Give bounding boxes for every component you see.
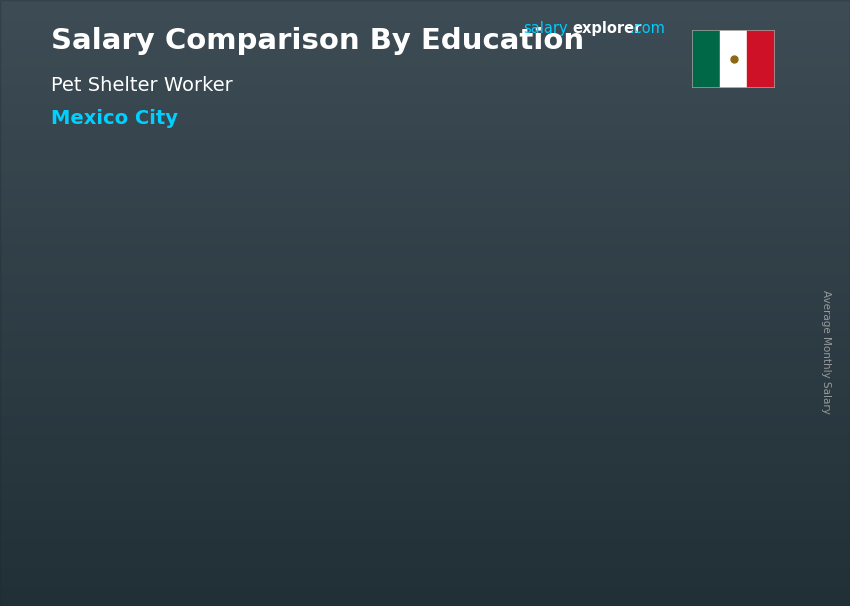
Text: salary: salary: [523, 21, 568, 36]
Bar: [599, 257, 695, 261]
Bar: [689, 261, 701, 527]
Text: Mexico City: Mexico City: [51, 109, 178, 128]
Bar: [139, 391, 235, 393]
Text: 21,500 MXN: 21,500 MXN: [303, 310, 406, 324]
Text: Average Monthly Salary: Average Monthly Salary: [821, 290, 831, 413]
Text: +38%: +38%: [483, 188, 581, 218]
Bar: [139, 393, 235, 527]
Text: 15,000 MXN: 15,000 MXN: [72, 368, 176, 382]
Bar: [747, 30, 775, 88]
Bar: [369, 332, 466, 335]
Bar: [460, 335, 472, 527]
Text: Salary Comparison By Education: Salary Comparison By Education: [51, 27, 584, 55]
Bar: [720, 30, 747, 88]
Text: .com: .com: [630, 21, 666, 36]
Text: explorer: explorer: [572, 21, 642, 36]
Text: Pet Shelter Worker: Pet Shelter Worker: [51, 76, 233, 95]
Bar: [692, 30, 720, 88]
Bar: [599, 261, 695, 527]
Bar: [369, 335, 466, 527]
Text: +43%: +43%: [235, 294, 333, 323]
Text: 29,800 MXN: 29,800 MXN: [532, 235, 636, 250]
Bar: [230, 393, 241, 527]
